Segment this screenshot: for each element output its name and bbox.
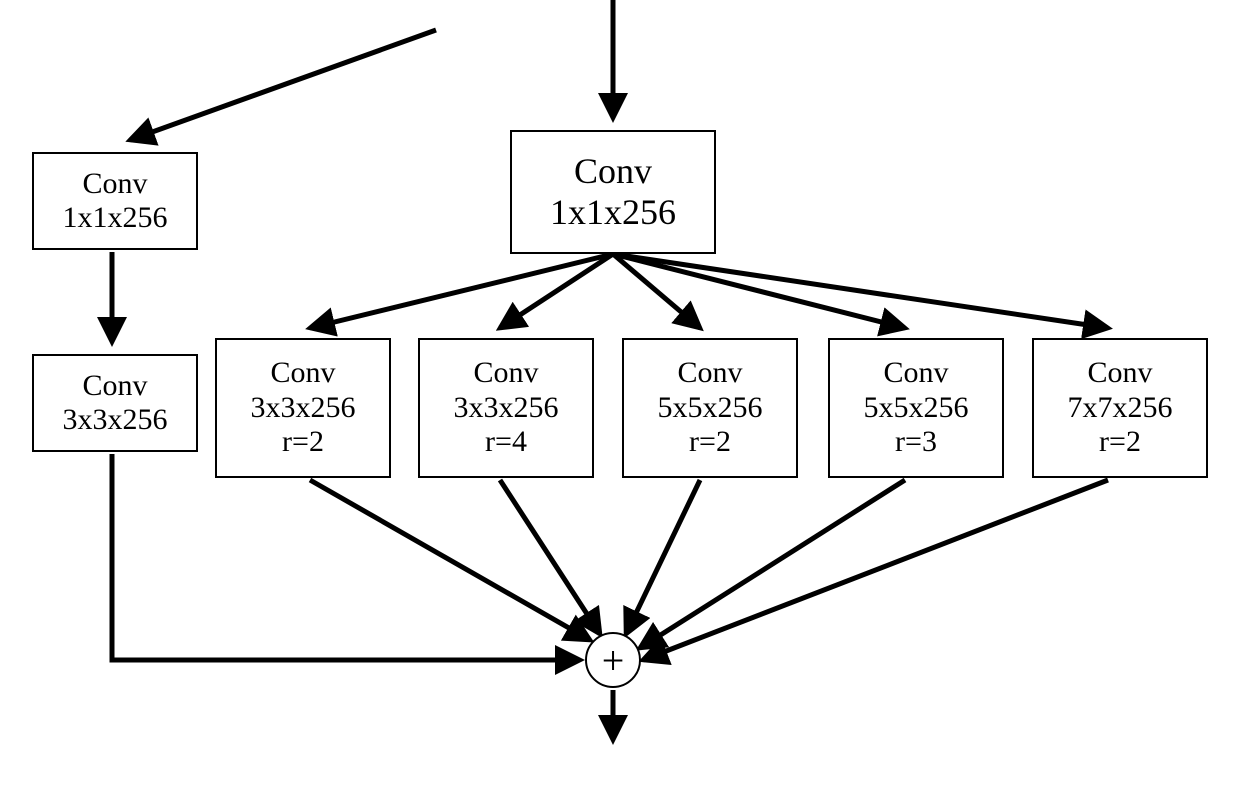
add-op: + — [585, 632, 641, 688]
node-text-line: 5x5x256 — [658, 391, 763, 426]
edge — [500, 480, 600, 634]
node-text-line: 3x3x256 — [251, 391, 356, 426]
edge — [310, 480, 590, 640]
conv-1x1-center: Conv1x1x256 — [510, 130, 716, 254]
conv-7x7-r2: Conv7x7x256r=2 — [1032, 338, 1208, 478]
node-text-line: 1x1x256 — [550, 192, 676, 233]
edge — [613, 254, 700, 328]
conv-3x3-r2: Conv3x3x256r=2 — [215, 338, 391, 478]
conv-1x1-left: Conv1x1x256 — [32, 152, 198, 250]
node-text-line: r=2 — [689, 425, 731, 460]
node-text-line: r=2 — [282, 425, 324, 460]
node-text-line: Conv — [270, 356, 335, 391]
edge — [613, 254, 905, 328]
node-text-line: Conv — [574, 151, 652, 192]
node-text-line: Conv — [82, 369, 147, 404]
node-text-line: r=2 — [1099, 425, 1141, 460]
node-text-line: 7x7x256 — [1068, 391, 1173, 426]
edge — [310, 254, 613, 328]
edge — [643, 480, 1108, 660]
edge — [640, 480, 905, 648]
edge — [500, 254, 613, 328]
node-text-line: r=4 — [485, 425, 527, 460]
node-text-line: Conv — [883, 356, 948, 391]
edge — [613, 254, 1108, 328]
conv-3x3-left: Conv3x3x256 — [32, 354, 198, 452]
conv-5x5-r2: Conv5x5x256r=2 — [622, 338, 798, 478]
node-text-line: Conv — [677, 356, 742, 391]
node-text-line: Conv — [1087, 356, 1152, 391]
node-text-line: Conv — [473, 356, 538, 391]
node-text-line: 5x5x256 — [864, 391, 969, 426]
conv-5x5-r3: Conv5x5x256r=3 — [828, 338, 1004, 478]
edge — [626, 480, 700, 634]
node-text-line: Conv — [82, 167, 147, 202]
edge — [130, 30, 436, 140]
edge — [112, 454, 580, 660]
node-text-line: 3x3x256 — [454, 391, 559, 426]
node-text-line: r=3 — [895, 425, 937, 460]
conv-3x3-r4: Conv3x3x256r=4 — [418, 338, 594, 478]
node-text-line: 1x1x256 — [63, 201, 168, 236]
plus-symbol: + — [602, 637, 625, 684]
node-text-line: 3x3x256 — [63, 403, 168, 438]
